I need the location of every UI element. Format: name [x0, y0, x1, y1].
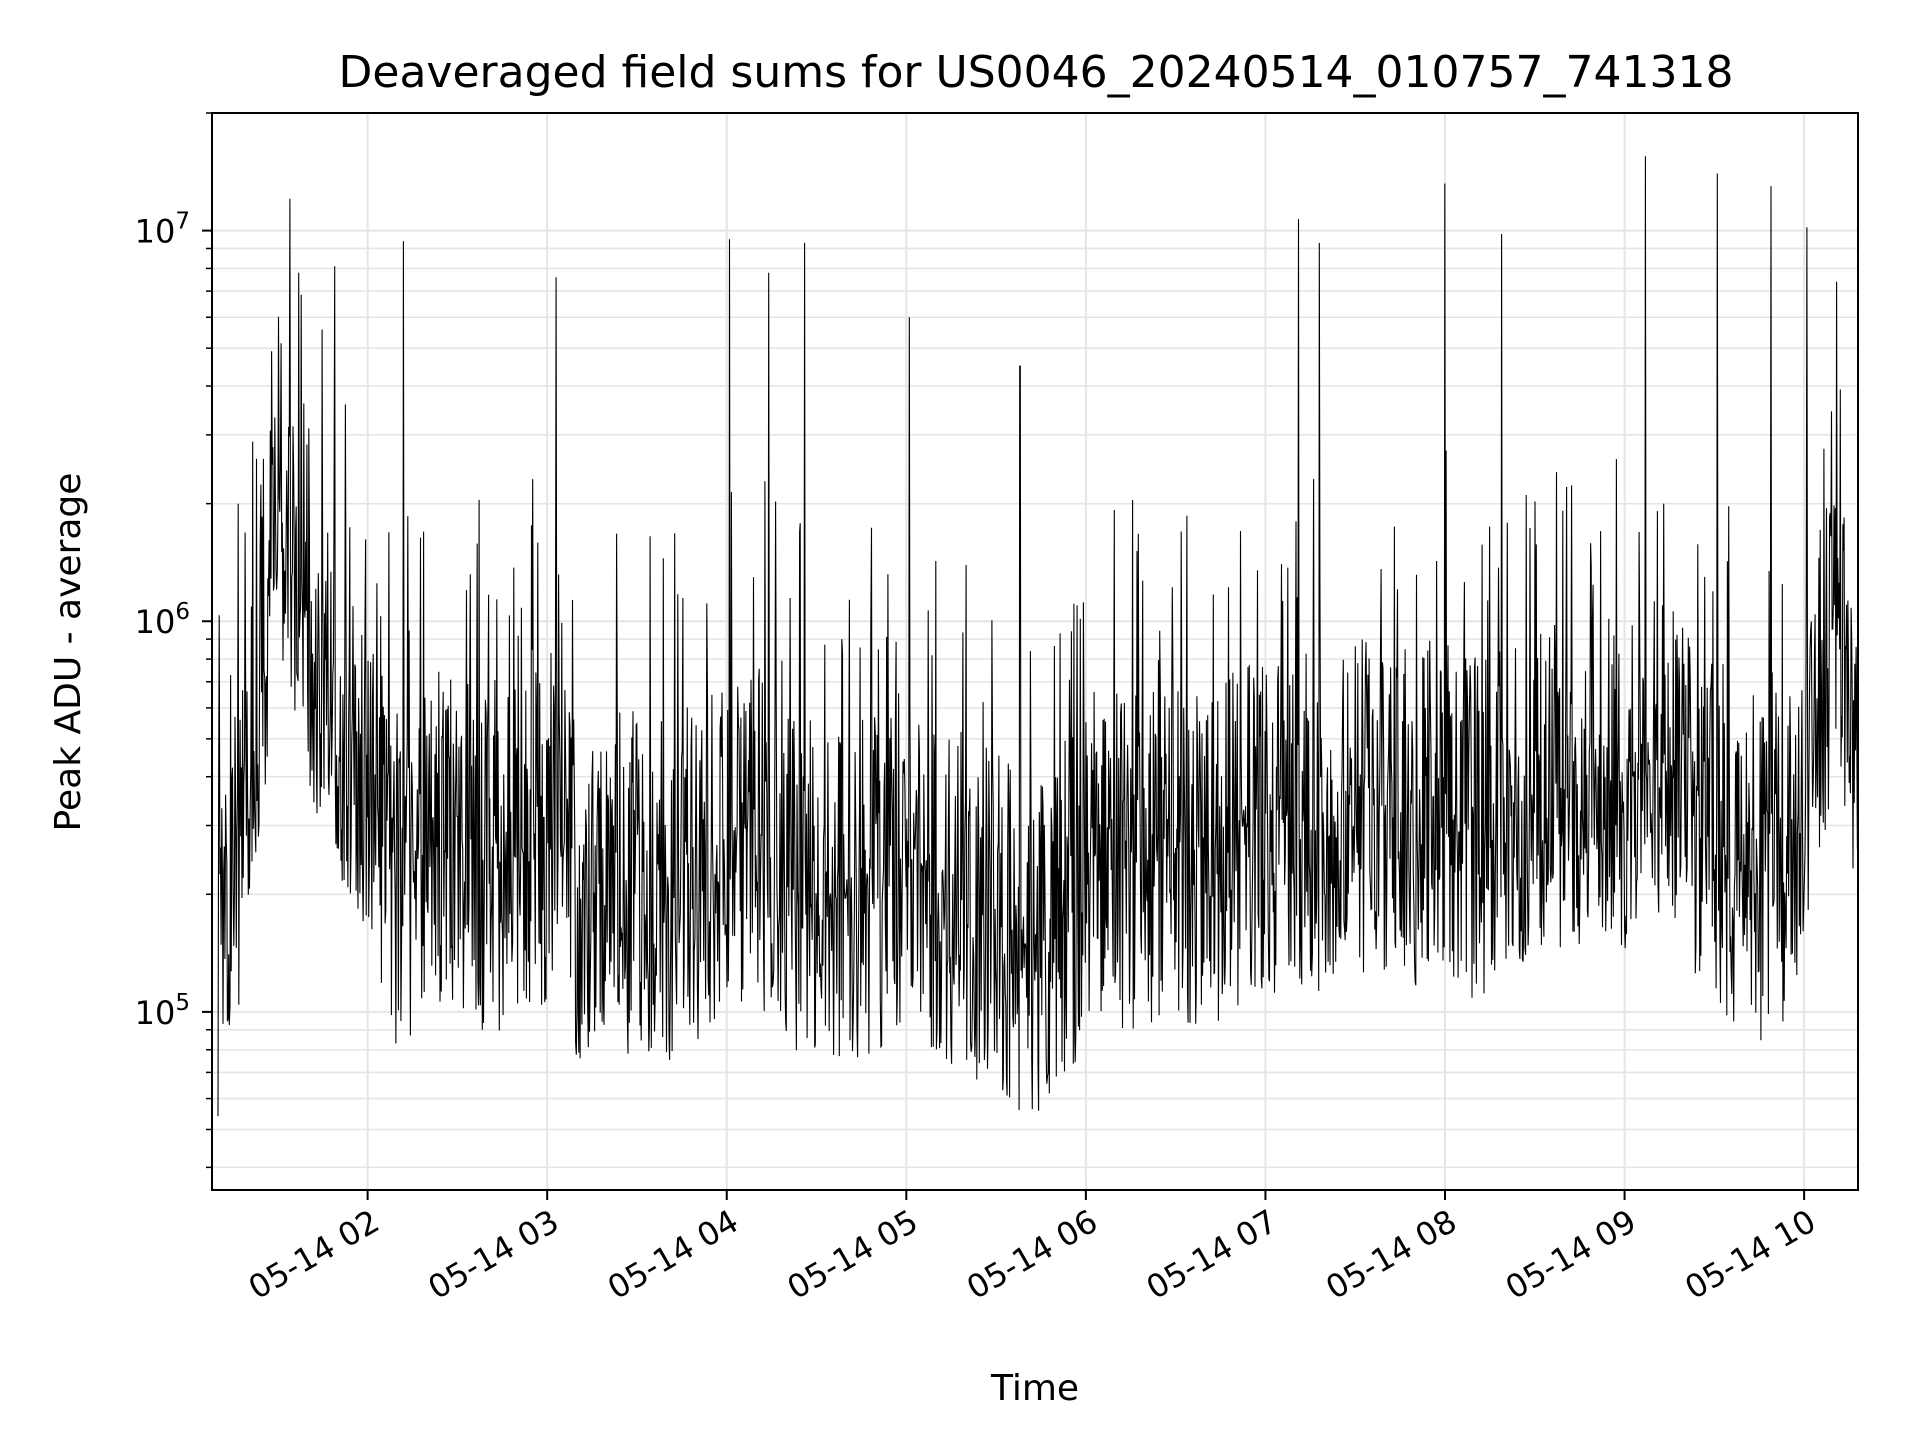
x-tick-label: 05-14 05 — [781, 1202, 925, 1307]
y-tick-base: 10 — [135, 994, 176, 1032]
y-tick-label: 105 — [135, 990, 190, 1032]
x-tick-label: 05-14 02 — [242, 1202, 386, 1307]
y-tick-exponent: 5 — [175, 990, 190, 1016]
x-tick-label: 05-14 10 — [1679, 1202, 1823, 1307]
y-tick-base: 10 — [135, 213, 176, 251]
series-line — [217, 156, 1859, 1117]
x-axis-ticks: 05-14 02 05-14 03 05-14 04 05-14 05 05-14 06… — [242, 1190, 1822, 1307]
x-tick-label: 05-14 04 — [601, 1202, 745, 1307]
x-tick-label: 05-14 09 — [1499, 1202, 1643, 1307]
grid — [212, 112, 1858, 1190]
series-group — [217, 156, 1859, 1117]
y-tick-exponent: 7 — [175, 209, 190, 235]
chart-title: Deaveraged field sums for US0046_2024051… — [339, 47, 1734, 98]
x-tick-label: 05-14 08 — [1319, 1202, 1463, 1307]
y-tick-label: 106 — [135, 599, 190, 641]
x-tick-label: 05-14 03 — [422, 1202, 566, 1307]
x-tick-label: 05-14 06 — [960, 1202, 1104, 1307]
y-tick-label: 107 — [135, 209, 190, 251]
plot-frame — [211, 112, 1859, 1191]
x-tick-label: 05-14 07 — [1140, 1202, 1284, 1307]
y-tick-exponent: 6 — [175, 599, 190, 625]
y-tick-base: 10 — [135, 603, 176, 641]
x-axis-label: Time — [990, 1368, 1079, 1409]
y-axis-label: Peak ADU - average — [48, 473, 89, 832]
